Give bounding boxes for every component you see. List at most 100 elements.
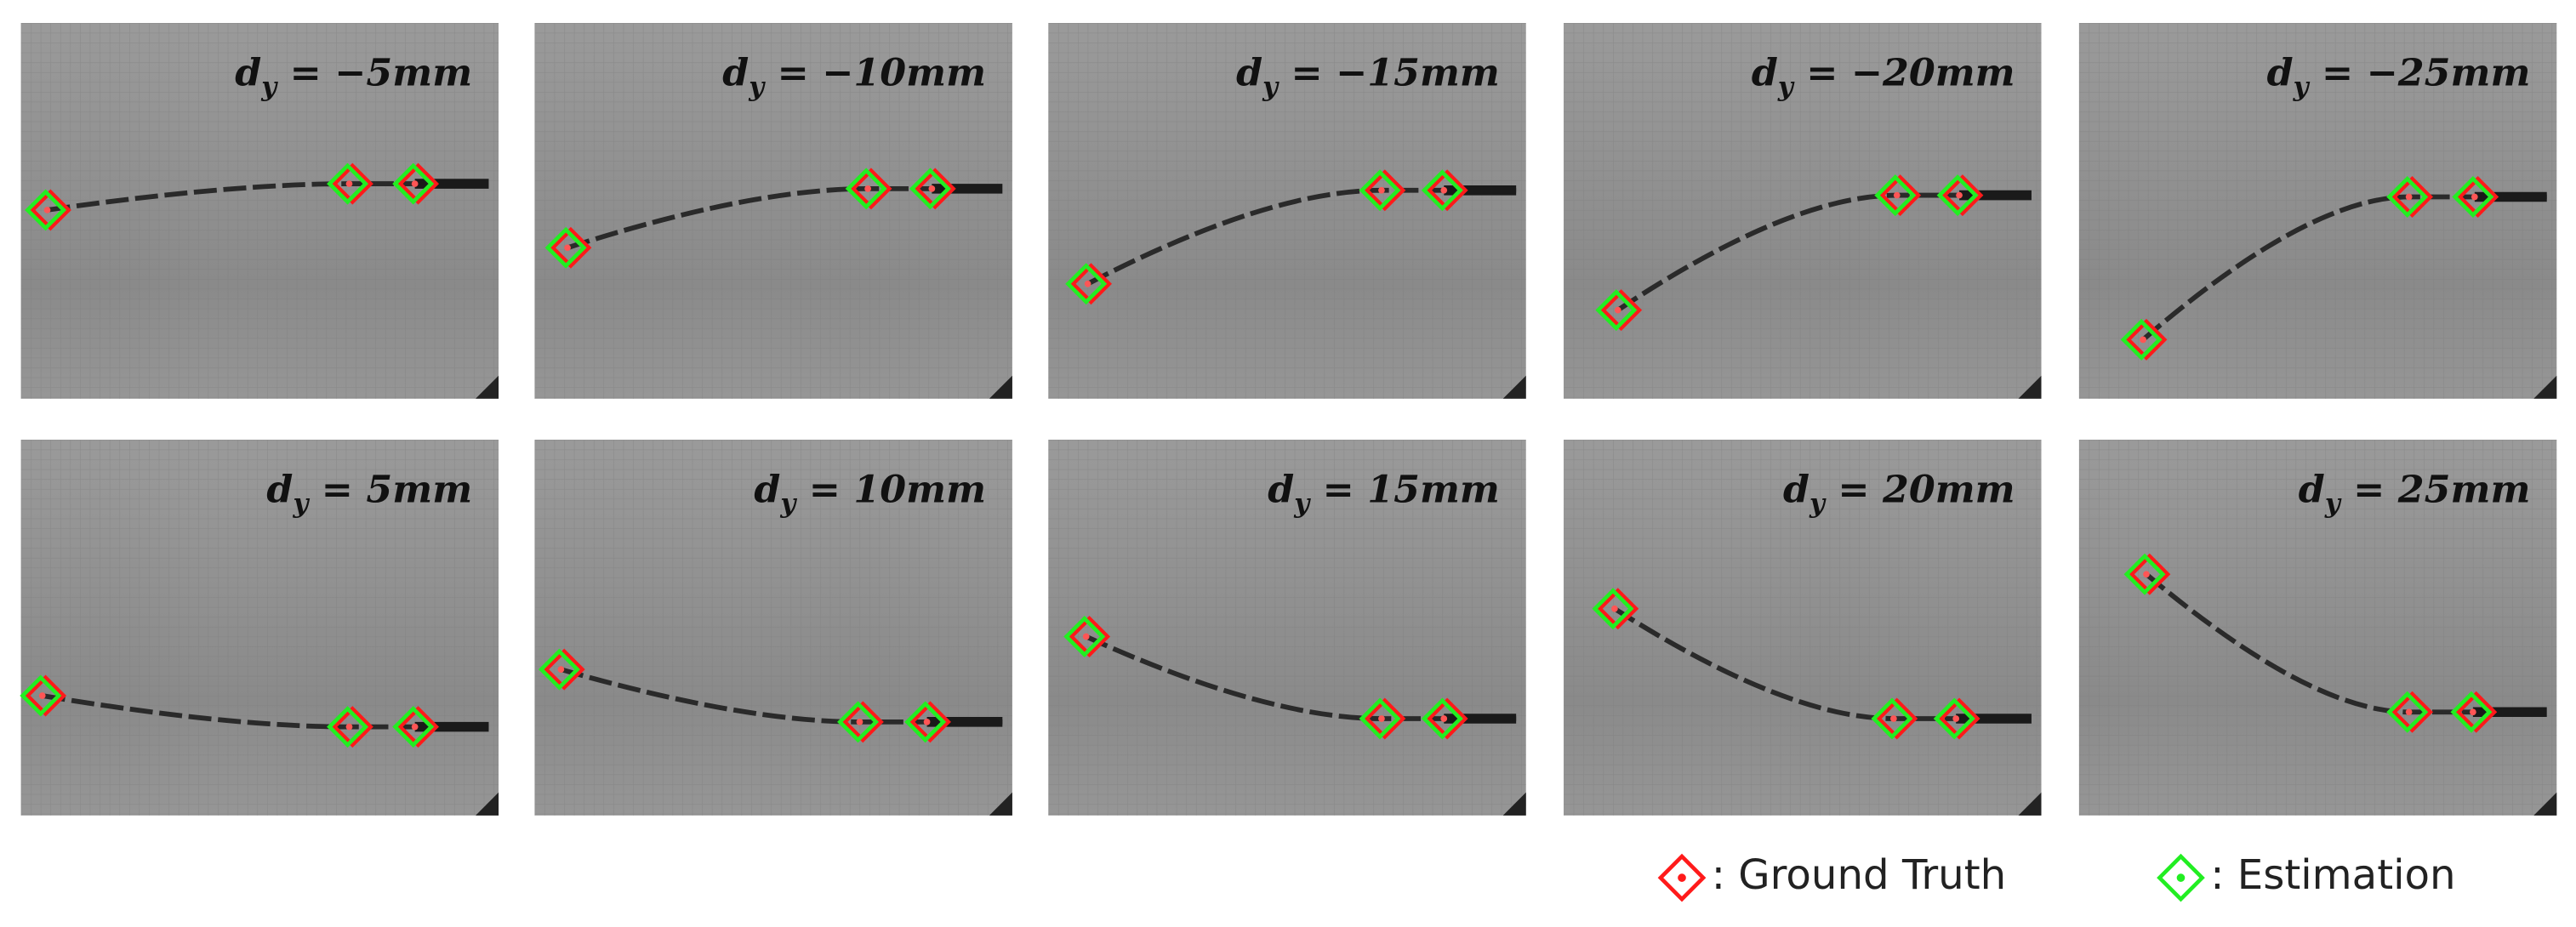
panel: dy = 5mm [20,440,499,816]
panel-corner [476,792,499,816]
marker-center [2471,193,2478,201]
panel-grid [20,440,499,816]
estimation-marker [2123,553,2166,595]
panel-label: dy = −25mm [2267,50,2531,102]
marker-center [1890,715,1897,722]
panel: dy = 20mm [1564,440,2042,816]
marker-center [1956,191,1963,199]
marker-center [411,180,419,187]
estimation-marker [1871,697,1913,740]
legend-marker-center [1678,873,1686,882]
marker-center [564,244,571,252]
marker-center [1440,186,1448,194]
estimation-marker [25,189,67,231]
marker-center [2470,708,2476,716]
legend-marker [1657,853,1707,902]
panel-label: dy = −15mm [1236,50,1500,102]
ground-truth-marker [397,706,440,748]
estimation-marker [1421,697,1463,740]
panel-label: dy = −20mm [1752,50,2015,102]
panel-grid [534,440,1012,816]
estimation-marker [392,162,435,205]
estimation-marker [327,162,369,205]
panel: dy = −10mm [534,23,1012,399]
label-symbol: d [754,467,780,511]
label-value: = −20mm [1806,50,2015,94]
marker-center [2405,193,2413,201]
estimation-marker [1359,697,1401,740]
marker-center [1614,306,1621,314]
ground-truth-marker [543,648,585,691]
panel-label: dy = −5mm [235,50,472,102]
estimation-marker [392,706,435,748]
panel-label: dy = 25mm [2299,467,2531,519]
label-symbol: d [722,50,749,94]
legend-marker [2157,853,2205,902]
ground-truth-marker [550,226,592,269]
marker-center [2143,571,2150,578]
label-subscript: y [2324,488,2342,519]
label-value: = 5mm [322,467,472,511]
ground-truth-marker [2129,553,2171,595]
estimation-marker [845,168,887,210]
estimation-marker [1595,289,1638,332]
ground-truth-marker [1070,263,1112,305]
ground-truth-marker [2457,176,2499,218]
cable [42,693,489,730]
estimation-marker [538,648,580,691]
ground-truth-marker [2125,318,2168,361]
marker-center [1378,186,1385,194]
panel: dy = −15mm [1048,23,1526,399]
estimation-marker [837,701,880,743]
label-value: = −25mm [2322,50,2530,94]
estimation-marker [2452,176,2494,218]
marker-center [2405,708,2413,716]
estimation-marker [1874,174,1917,217]
panel: dy = −20mm [1564,23,2042,399]
ground-truth-marker [25,674,67,717]
marker-center [557,666,565,673]
ground-truth-marker [1426,697,1468,740]
estimation-marker [1933,697,1975,740]
label-value: = 15mm [1323,467,1500,511]
marker-center [2140,336,2146,344]
panel-grid [2078,440,2557,816]
ground-truth-marker [2391,691,2433,733]
estimation-marker [909,168,951,210]
label-symbol: d [2299,467,2325,511]
label-subscript: y [1809,488,1827,519]
legend-item: : Ground Truth [1657,851,2006,902]
estimation-marker [2386,176,2429,218]
panel-grid [1048,440,1526,816]
marker-center [345,180,353,187]
label-value: = −5mm [290,50,473,94]
ground-truth-marker [1600,289,1643,332]
marker-center [928,185,936,192]
ground-truth-marker [1426,169,1468,212]
estimation-marker [1421,169,1463,212]
ground-truth-marker [1597,588,1639,630]
ground-truth-marker [1938,697,1980,740]
marker-center [345,723,353,731]
marker-center [411,723,419,731]
cable [567,185,1003,251]
label-symbol: d [1783,467,1809,511]
label-subscript: y [292,488,310,519]
marker-center [1440,715,1448,722]
panel: dy = 25mm [2078,440,2557,816]
marker-center [856,718,863,725]
legend-marker-center [2176,873,2186,882]
estimation-marker [1359,169,1401,212]
label-subscript: y [260,71,278,102]
estimation-marker [2386,691,2429,733]
estimation-marker [1063,616,1106,658]
estimation-marker [1936,174,1979,217]
label-subscript: y [1293,488,1311,519]
label-subscript: y [748,71,766,102]
legend-item: : Estimation [2157,851,2456,902]
panel-label: dy = 15mm [1268,467,1500,519]
label-value: = 25mm [2353,467,2530,511]
legend-label: : Ground Truth [1712,851,2006,899]
